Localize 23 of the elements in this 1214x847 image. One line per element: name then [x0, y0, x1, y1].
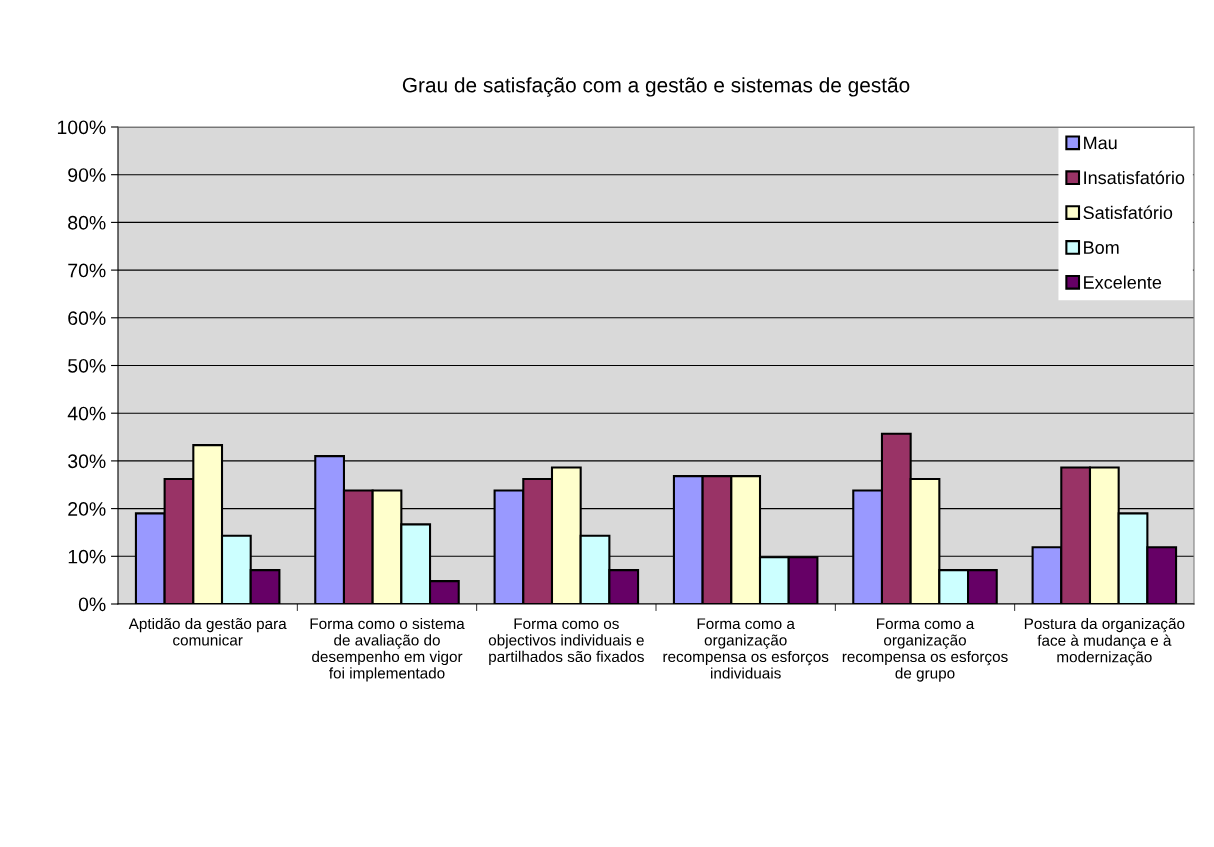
- x-tick-label: Forma como o sistema de avaliação do desempenho em vigor foi implementado: [310, 617, 465, 682]
- y-tick-label: 20%: [68, 502, 106, 516]
- y-tick-label: 40%: [67, 406, 106, 421]
- x-tick-label: Forma como a organização recompensa os esforços individuais: [663, 618, 829, 679]
- x-tick-label: Forma como os objectivos individuais e partilhados são fixados: [488, 618, 644, 666]
- x-tick-label: Forma como a organização recompensa os esforços de grupo: [842, 618, 1008, 682]
- y-tick-label: 50%: [68, 358, 106, 373]
- x-tick-label: Postura da organização face à mudança e à modernização: [1024, 617, 1185, 666]
- legend-label: Mau: [1084, 136, 1117, 150]
- y-tick-label: 0%: [78, 597, 106, 612]
- y-tick-label: 90%: [68, 168, 106, 182]
- legend-label: Bom: [1084, 241, 1119, 254]
- legend-label: Insatisfatório: [1084, 170, 1185, 185]
- y-tick-label: 80%: [68, 215, 106, 230]
- y-tick-label: 10%: [68, 549, 106, 564]
- y-tick-label: 70%: [68, 263, 106, 278]
- y-tick-label: 100%: [57, 120, 106, 135]
- y-tick-label: 30%: [68, 454, 106, 469]
- x-tick-label: Aptidão da gestão para comunicar: [128, 617, 287, 646]
- legend-label: Excelente: [1084, 275, 1162, 289]
- chart-title: Grau de satisfação com a gestão e sistemas de gestão: [402, 77, 910, 97]
- legend-label: Satisfatório: [1083, 205, 1173, 220]
- y-tick-label: 60%: [68, 311, 106, 326]
